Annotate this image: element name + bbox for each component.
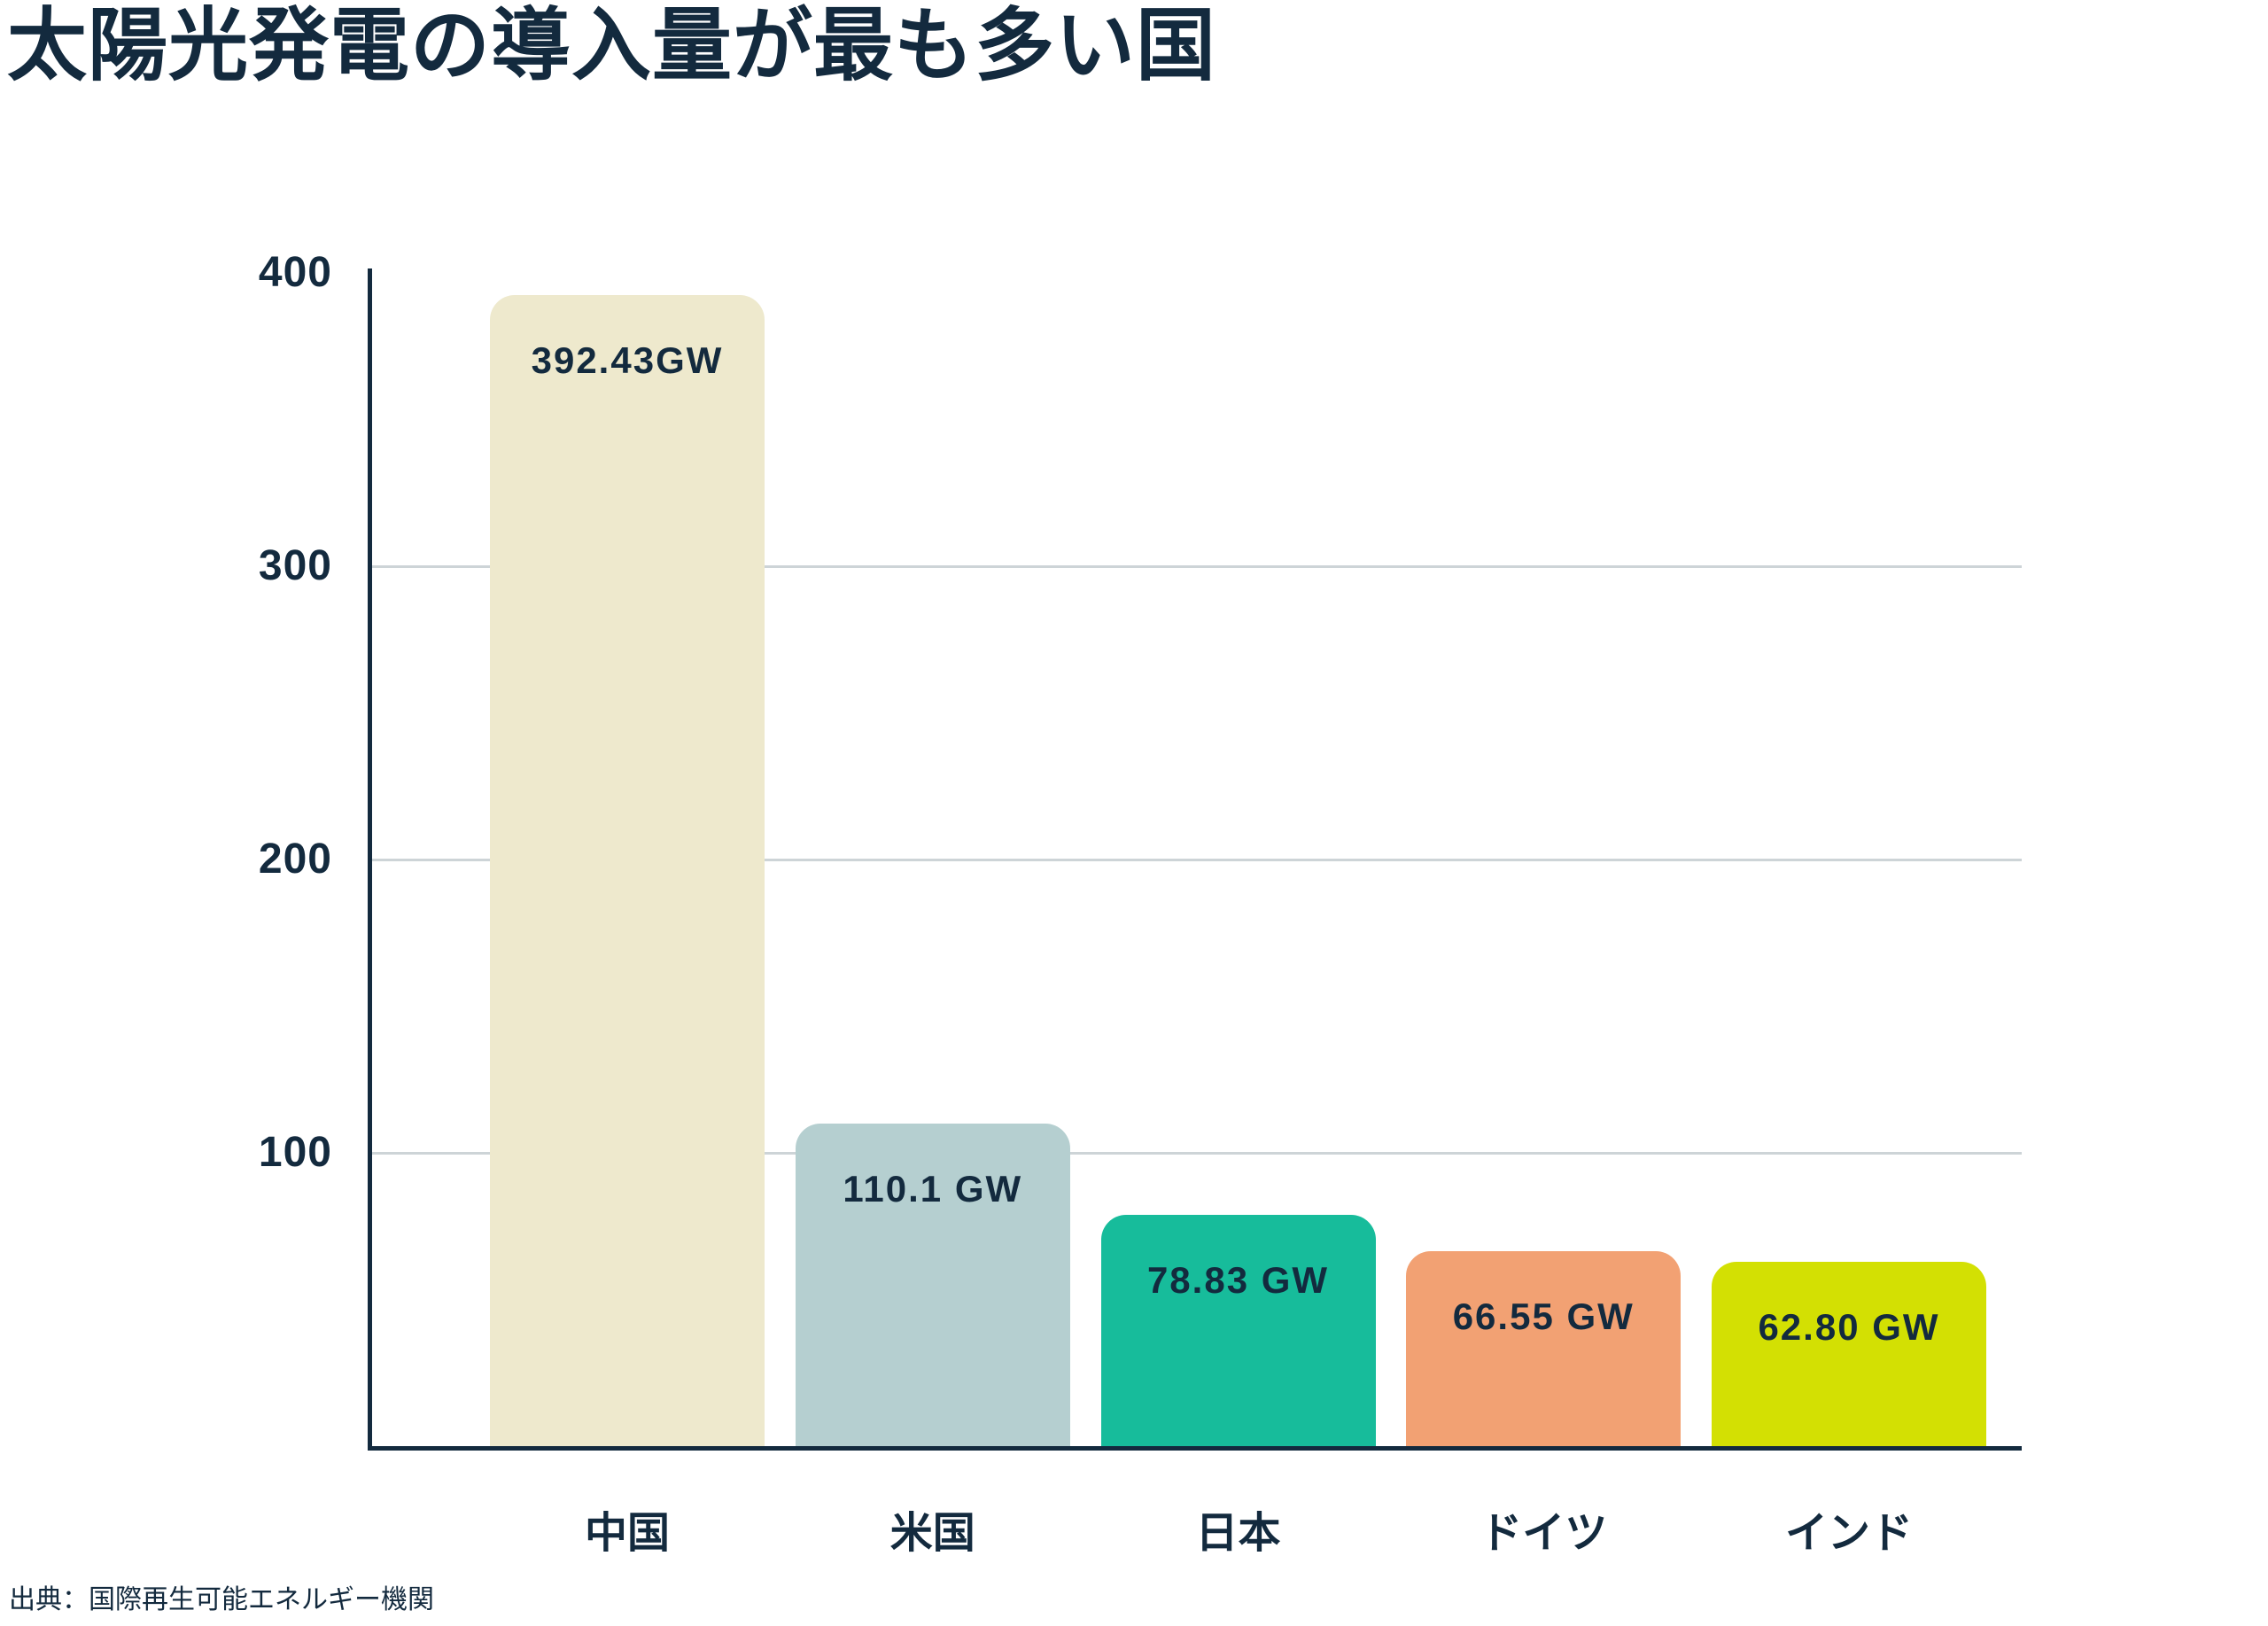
bar-2: 110.1 GW [795,1123,1070,1446]
bar-value-label-4: 66.55 GW [1452,1295,1635,1337]
bar-group-1: 392.43GW 中国 [490,295,765,1557]
source-note: 出典：国際再生可能エネルギー機関 [9,1585,434,1614]
y-tick-label-100: 100 [258,1129,332,1176]
bar-5: 62.80 GW [1712,1262,1986,1446]
chart-title: 太陽光発電の導入量が最も多い国 [7,2,1216,90]
bar-group-5: 62.80 GW インド [1712,1262,1986,1557]
bar-4: 66.55 GW [1406,1250,1682,1446]
y-tick-label-400: 400 [258,249,332,296]
category-label-5: インド [1784,1510,1913,1557]
bar-value-label-5: 62.80 GW [1758,1306,1940,1349]
bar-group-4: 66.55 GW ドイツ [1406,1250,1682,1557]
bar-group-2: 110.1 GW 米国 [795,1123,1070,1557]
plot-area: 392.43GW 中国 110.1 GW 米国 78.83 GW 日本 66.55 GW ドイ… [369,273,2022,1557]
bar-1: 392.43GW [490,295,765,1446]
y-tick-label-200: 200 [258,836,332,883]
y-axis-line [368,268,372,1451]
bar-group-3: 78.83 GW 日本 [1100,1215,1376,1557]
category-label-1: 中国 [584,1510,670,1557]
gridline-200 [372,858,2022,861]
x-axis-line [368,1446,2022,1451]
bar-value-label-3: 78.83 GW [1146,1259,1330,1302]
category-label-3: 日本 [1195,1510,1281,1557]
bar-value-label-2: 110.1 GW [843,1167,1023,1210]
gridline-300 [372,564,2022,568]
bar-value-label-1: 392.43GW [531,339,724,382]
category-label-4: ドイツ [1480,1510,1608,1557]
gridline-100 [372,1151,2022,1155]
y-tick-label-300: 300 [258,542,332,589]
category-label-2: 米国 [889,1510,975,1557]
bar-3: 78.83 GW [1100,1215,1376,1446]
